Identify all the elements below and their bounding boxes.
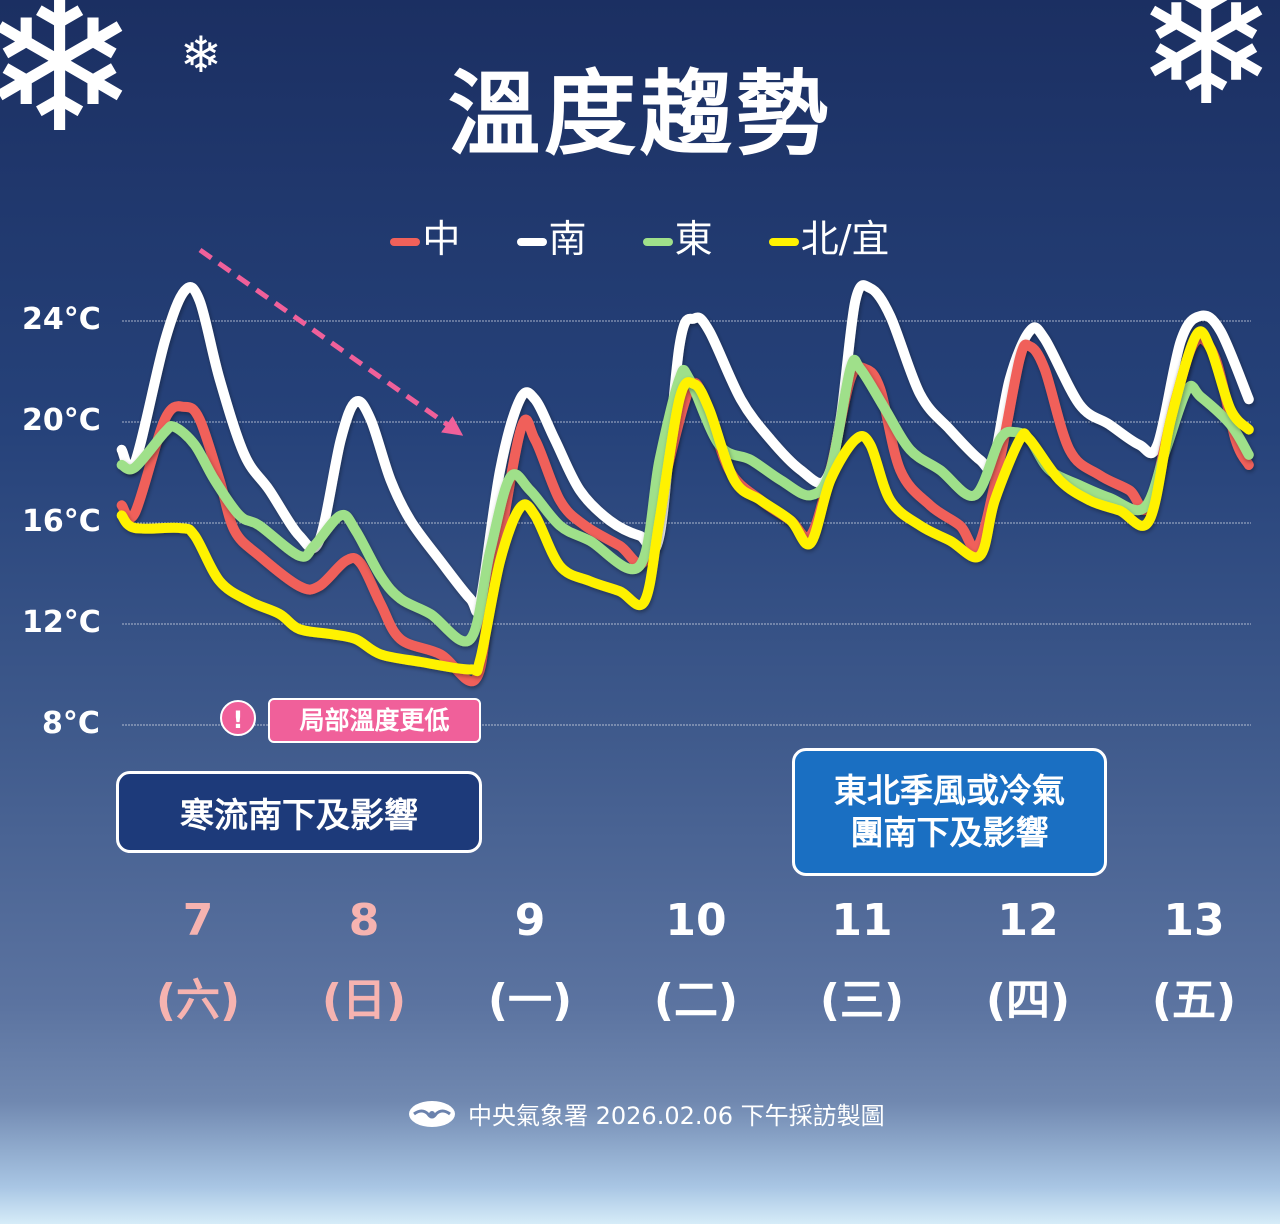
legend-item-east: 東 [642, 208, 713, 263]
cwa-logo-icon [409, 1100, 455, 1127]
series-line-south [116, 280, 1254, 617]
day-weekday: (日) [321, 975, 407, 1026]
x-tick-day: 12 (四) [968, 895, 1088, 1028]
snowflake-icon: ❄ [180, 26, 222, 84]
local-colder-label: 局部溫度更低 [268, 698, 481, 743]
x-tick-day: 9 (一) [470, 895, 590, 1028]
page-title: 溫度趨勢 [447, 61, 832, 168]
legend-label: 北/宜 [800, 217, 890, 261]
legend-label: 中 [422, 217, 461, 261]
day-weekday: (五) [1151, 975, 1237, 1026]
y-tick-label: 24°C [22, 302, 101, 337]
day-date: 13 [1163, 895, 1225, 946]
legend-swatch [390, 237, 421, 246]
legend-item-central: 中 [390, 208, 460, 263]
day-weekday: (六) [155, 975, 241, 1026]
day-date: 7 [182, 895, 214, 946]
footer-text: 中央氣象署 2026.02.06 下午採訪製圖 [468, 1102, 885, 1130]
chart-legend: 中 南 東 北/宜 [0, 208, 1280, 263]
series-line-north-yilan [116, 326, 1254, 677]
cold-surge-label: 寒流南下及影響 [180, 795, 418, 836]
day-date: 8 [348, 895, 380, 946]
day-weekday: (二) [653, 975, 739, 1026]
legend-label: 東 [674, 217, 713, 261]
day-weekday: (三) [819, 975, 905, 1026]
alert-badge: ! [220, 700, 256, 736]
legend-swatch [768, 237, 799, 246]
monsoon-label-line1: 東北季風或冷氣 [834, 771, 1065, 810]
day-date: 10 [665, 895, 727, 946]
y-tick-label: 12°C [22, 605, 101, 640]
exclamation-icon: ! [232, 706, 244, 734]
legend-swatch [516, 237, 547, 246]
legend-item-south: 南 [516, 208, 587, 263]
y-tick-label: 8°C [42, 706, 100, 741]
cold-surge-box: 寒流南下及影響 [116, 771, 482, 853]
x-tick-day: 10 (二) [636, 895, 756, 1028]
monsoon-box: 東北季風或冷氣 團南下及影響 [792, 748, 1107, 876]
day-date: 9 [514, 895, 546, 946]
day-weekday: (四) [985, 975, 1071, 1026]
legend-swatch [642, 237, 673, 246]
y-tick-label: 20°C [22, 403, 101, 438]
x-tick-day: 8 (日) [304, 895, 424, 1028]
x-tick-day: 13 (五) [1134, 895, 1254, 1028]
x-tick-day: 11 (三) [802, 895, 922, 1028]
day-date: 11 [831, 895, 893, 946]
legend-label: 南 [548, 217, 587, 261]
snowflake-icon: ❄ [1135, 0, 1278, 144]
monsoon-label-line2: 團南下及影響 [850, 813, 1049, 852]
x-tick-day: 7 (六) [138, 895, 258, 1028]
legend-item-north-yilan: 北/宜 [768, 208, 890, 263]
day-date: 12 [997, 895, 1059, 946]
day-weekday: (一) [487, 975, 573, 1026]
footer: 中央氣象署 2026.02.06 下午採訪製圖 [408, 1096, 885, 1131]
y-tick-label: 16°C [22, 504, 101, 539]
trend-arrow [198, 247, 464, 436]
snowflake-icon: ❄ [0, 0, 140, 175]
